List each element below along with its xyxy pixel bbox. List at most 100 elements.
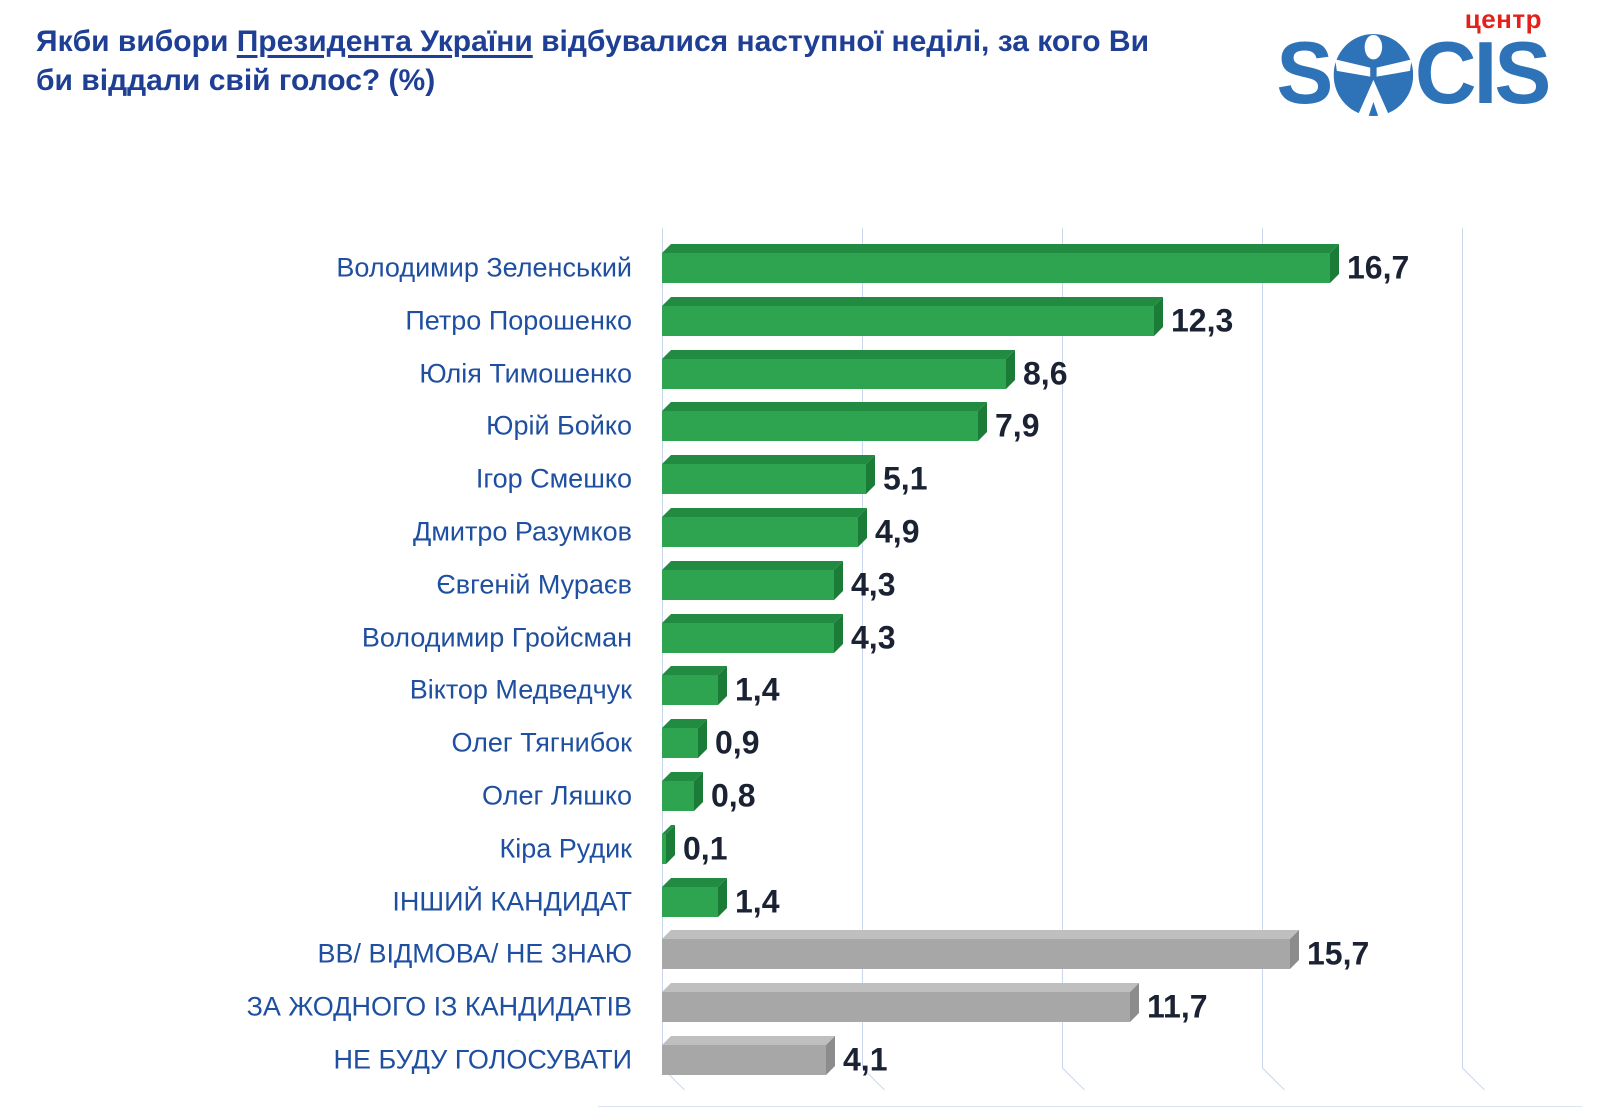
bar-end-face — [718, 666, 727, 706]
bar-front-face — [662, 886, 718, 917]
category-label: ВВ/ ВІДМОВА/ НЕ ЗНАЮ — [317, 938, 632, 969]
bar-end-face — [1130, 983, 1139, 1023]
bar-top-face — [662, 877, 727, 887]
bar-top-face — [662, 349, 1015, 359]
bar-end-face — [978, 402, 987, 442]
bar-front-face — [662, 833, 666, 864]
category-label: Юрій Бойко — [486, 410, 632, 441]
bar-front-face — [662, 253, 1330, 283]
value-label: 15,7 — [1307, 935, 1370, 972]
value-label: 0,9 — [715, 724, 760, 761]
chart-row: Володимир Зеленський 16,7 — [0, 242, 1600, 295]
category-label: Володимир Гройсман — [361, 622, 632, 653]
chart-row: Юрій Бойко 7,9 — [0, 400, 1600, 453]
bar-end-face — [866, 455, 875, 495]
value-label: 11,7 — [1147, 988, 1208, 1025]
category-label: НЕ БУДУ ГОЛОСУВАТИ — [333, 1044, 632, 1075]
bar-front-face — [662, 358, 1006, 389]
value-label: 0,8 — [711, 777, 756, 814]
title-underlined: Президента України — [236, 25, 533, 58]
chart-row: Олег Ляшко 0,8 — [0, 770, 1600, 823]
category-label: Євгеній Мураєв — [436, 569, 632, 600]
chart-row: Володимир Гройсман 4,3 — [0, 612, 1600, 665]
logo-wordmark: S C I S — [1276, 23, 1551, 123]
bar-top-face — [662, 613, 843, 623]
category-label: ІНШИЙ КАНДИДАТ — [392, 886, 632, 917]
chart-row: Євгеній Мураєв 4,3 — [0, 559, 1600, 612]
value-label: 8,6 — [1023, 355, 1068, 392]
bar-end-face — [826, 1035, 835, 1075]
bar-end-face — [1330, 244, 1339, 283]
chart-row: НЕ БУДУ ГОЛОСУВАТИ 4,1 — [0, 1034, 1600, 1087]
chart-row: ІНШИЙ КАНДИДАТ 1,4 — [0, 876, 1600, 929]
gridline-5 — [862, 228, 885, 1091]
logo-letter: I — [1473, 23, 1497, 123]
chart-row: Віктор Медведчук 1,4 — [0, 664, 1600, 717]
category-label: Ігор Смешко — [475, 463, 632, 494]
category-label: Олег Тягнибок — [451, 727, 632, 758]
category-label: Петро Порошенко — [405, 305, 632, 336]
chart-floor-line — [598, 1106, 1582, 1107]
chart-row: ЗА ЖОДНОГО ІЗ КАНДИДАТІВ 11,7 — [0, 981, 1600, 1034]
category-label: Олег Ляшко — [482, 780, 632, 811]
bar-front-face — [662, 622, 834, 653]
value-label: 12,3 — [1171, 302, 1234, 339]
bar-end-face — [694, 771, 703, 811]
bar-top-face — [662, 296, 1163, 306]
bar-top-face — [662, 244, 1339, 253]
bar-top-face — [662, 930, 1299, 940]
gridline-15 — [1262, 228, 1285, 1091]
category-label: Кіра Рудик — [499, 833, 632, 864]
bar-end-face — [1290, 930, 1299, 970]
bar-front-face — [662, 305, 1154, 336]
bar-top-face — [662, 983, 1139, 993]
value-label: 4,9 — [875, 513, 920, 550]
bar-top-face — [662, 507, 867, 517]
logo-tagline: центр — [1464, 4, 1542, 34]
bar-end-face — [698, 719, 707, 759]
bar-front-face — [662, 1044, 826, 1075]
value-label: 0,1 — [683, 830, 728, 867]
value-label: 4,1 — [843, 1041, 888, 1078]
logo-letter: C — [1414, 23, 1476, 123]
category-label: ЗА ЖОДНОГО ІЗ КАНДИДАТІВ — [246, 991, 632, 1022]
value-label: 7,9 — [995, 407, 1040, 444]
category-label: Юлія Тимошенко — [419, 358, 632, 389]
chart-row: Дмитро Разумков 4,9 — [0, 506, 1600, 559]
chart-title: Якби вибори Президента України відбували… — [36, 22, 1176, 100]
value-label: 4,3 — [851, 566, 896, 603]
bar-front-face — [662, 516, 858, 547]
bar-front-face — [662, 411, 978, 442]
value-label: 5,1 — [883, 460, 928, 497]
chart-row: Кіра Рудик 0,1 — [0, 823, 1600, 876]
category-label: Володимир Зеленський — [336, 252, 632, 283]
chart-row: Ігор Смешко 5,1 — [0, 453, 1600, 506]
value-label: 16,7 — [1347, 249, 1410, 286]
bar-front-face — [662, 675, 718, 706]
bar-top-face — [662, 1035, 835, 1045]
title-suffix: відбувалися наступної неділі, за кого Ви… — [36, 25, 1150, 97]
bar-end-face — [858, 507, 867, 547]
chart-row: Петро Порошенко 12,3 — [0, 295, 1600, 348]
value-label: 4,3 — [851, 619, 896, 656]
vitruvian-man-icon — [1332, 34, 1413, 116]
socis-logo: центр S C I S — [1268, 4, 1551, 123]
bar-front-face — [662, 780, 694, 811]
bar-top-face — [662, 402, 987, 412]
bar-top-face — [662, 455, 875, 465]
bar-front-face — [662, 728, 698, 759]
category-label: Віктор Медведчук — [409, 674, 632, 705]
bar-top-face — [662, 560, 843, 570]
gridline-10 — [1062, 228, 1085, 1091]
chart-rows: Володимир Зеленський 16,7 Петро Порошенко 1… — [0, 242, 1600, 1087]
chart-row: ВВ/ ВІДМОВА/ НЕ ЗНАЮ 15,7 — [0, 928, 1600, 981]
logo-letter: S — [1493, 23, 1551, 123]
value-label: 1,4 — [735, 671, 780, 708]
value-label: 1,4 — [735, 883, 780, 920]
gridline-20 — [1462, 228, 1485, 1091]
bar-front-face — [662, 464, 866, 495]
bar-front-face — [662, 992, 1130, 1023]
chart-row: Олег Тягнибок 0,9 — [0, 717, 1600, 770]
bar-front-face — [662, 569, 834, 600]
